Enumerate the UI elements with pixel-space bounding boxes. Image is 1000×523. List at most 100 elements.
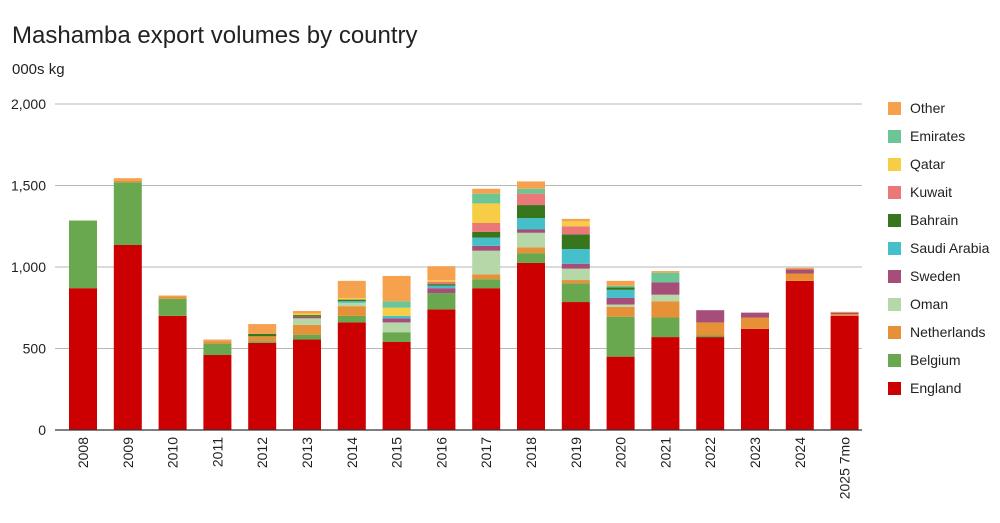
x-tick-label: 2018 xyxy=(523,437,539,468)
bar-segment xyxy=(337,280,366,298)
bar-segment xyxy=(113,244,142,430)
bar-segment xyxy=(382,341,411,430)
bar-segment xyxy=(248,341,277,343)
legend-label: Other xyxy=(910,100,946,116)
bar-segment xyxy=(606,356,635,430)
bar-segment xyxy=(741,312,769,318)
bar-segment xyxy=(830,315,859,430)
x-tick-label: 2025 7mo xyxy=(837,437,853,499)
bar-segment xyxy=(113,182,142,245)
bar-segment xyxy=(651,282,680,295)
x-tick-label: 2014 xyxy=(344,437,360,468)
x-tick-label: 2019 xyxy=(568,437,584,468)
bar-segment xyxy=(561,221,590,227)
legend-label: Emirates xyxy=(910,128,966,144)
bar-segment xyxy=(382,275,411,302)
legend-item: Qatar xyxy=(888,150,989,178)
bar-segment xyxy=(472,237,501,246)
legend-item: Bahrain xyxy=(888,206,989,234)
bar-segment xyxy=(382,315,411,319)
bar-segment xyxy=(472,245,501,251)
bar-segment xyxy=(293,315,321,317)
bar-segment xyxy=(248,333,277,337)
chart-subtitle: 000s kg xyxy=(12,61,65,78)
bar-segment xyxy=(293,316,321,319)
bar-segment xyxy=(69,288,97,430)
bar-segment xyxy=(382,322,411,333)
y-tick-label: 0 xyxy=(38,422,46,438)
legend-label: Oman xyxy=(910,296,949,312)
legend-item: Saudi Arabia xyxy=(888,234,989,262)
bar-segment xyxy=(293,334,321,340)
bar-segment xyxy=(517,218,545,230)
bar-segment xyxy=(203,355,232,430)
legend-item: Other xyxy=(888,94,989,122)
bar-segment xyxy=(472,279,501,289)
bar-segment xyxy=(472,288,501,430)
bar-segment xyxy=(830,311,859,313)
bar-segment xyxy=(696,337,725,430)
bar-segment xyxy=(472,203,501,223)
bar-segment xyxy=(830,314,859,316)
x-tick-label: 2015 xyxy=(389,437,405,468)
bar-segment xyxy=(337,299,366,302)
bar-segment xyxy=(696,335,725,338)
legend-swatch xyxy=(888,241,901,255)
bar-segment xyxy=(337,302,366,307)
legend-swatch xyxy=(888,325,901,339)
x-tick-label: 2010 xyxy=(165,437,181,468)
bar-segment xyxy=(472,274,501,280)
bar-segment xyxy=(561,268,590,281)
bar-segment xyxy=(741,328,769,430)
bar-segment xyxy=(69,220,97,289)
bar-segment xyxy=(517,262,545,430)
bar-segment xyxy=(785,269,814,274)
legend-item: Netherlands xyxy=(888,318,989,346)
bar-segment xyxy=(382,332,411,342)
bar-segment xyxy=(293,318,321,325)
bar-segment xyxy=(606,304,635,307)
legend-item: England xyxy=(888,374,989,402)
x-tick-label: 2009 xyxy=(120,437,136,468)
legend-label: Bahrain xyxy=(910,212,959,228)
x-tick-label: 2008 xyxy=(75,437,91,468)
x-tick-label: 2020 xyxy=(613,437,629,468)
bar-segment xyxy=(293,313,321,316)
bar-segment xyxy=(561,249,590,264)
bar-segment xyxy=(785,267,814,270)
bar-segment xyxy=(248,324,277,334)
bar-segment xyxy=(427,280,456,282)
bar-segment xyxy=(561,302,590,430)
bar-segment xyxy=(517,205,545,219)
legend-item: Belgium xyxy=(888,346,989,374)
bar-segment xyxy=(472,188,501,194)
x-tick-label: 2016 xyxy=(433,437,449,468)
bar-segment xyxy=(337,322,366,430)
bar-segment xyxy=(606,287,635,290)
bar-segment xyxy=(606,285,635,288)
legend-item: Sweden xyxy=(888,262,989,290)
bar-segment xyxy=(651,271,680,273)
legend-swatch xyxy=(888,269,901,283)
bar-segment xyxy=(606,297,635,305)
legend-label: Qatar xyxy=(910,156,946,172)
bar-segment xyxy=(561,283,590,303)
bar-segment xyxy=(158,298,187,316)
bar-segment xyxy=(606,316,635,357)
bar-segment xyxy=(248,342,277,430)
bar-segment xyxy=(561,226,590,235)
bar-segment xyxy=(427,288,456,294)
bar-segment xyxy=(337,297,366,300)
bar-segment xyxy=(382,307,411,316)
bar-segment xyxy=(382,301,411,308)
bar-segment xyxy=(785,273,814,281)
bar-segment xyxy=(427,293,456,310)
x-tick-label: 2024 xyxy=(792,437,808,468)
legend-item: Oman xyxy=(888,290,989,318)
bar-segment xyxy=(651,294,680,302)
legend-label: England xyxy=(910,380,962,396)
bar-segment xyxy=(741,317,769,329)
bar-segment xyxy=(472,250,501,275)
bar-segment xyxy=(517,247,545,254)
